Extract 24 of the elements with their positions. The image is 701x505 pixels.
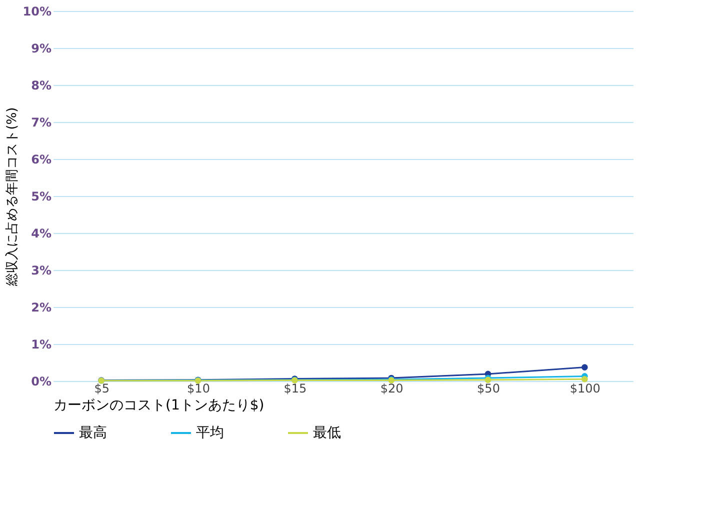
x-tick-label: $10: [187, 382, 210, 396]
y-tick-label: 1%: [31, 338, 52, 352]
y-tick-label: 0%: [31, 374, 52, 388]
x-tick-label: $50: [477, 382, 500, 396]
y-axis-title: 総収入に占める年間コスト(%): [4, 107, 20, 287]
y-tick-label: 5%: [31, 190, 52, 204]
y-tick-label: 9%: [31, 42, 52, 56]
x-axis-title: カーボンのコスト(1トンあたり$): [54, 398, 264, 414]
legend-label: 最高: [79, 425, 107, 441]
x-tick-label: $15: [284, 382, 307, 396]
x-tick-label: $20: [380, 382, 404, 396]
y-tick-label: 10%: [22, 4, 52, 18]
x-tick-label: $5: [94, 382, 110, 396]
y-tick-label: 2%: [31, 300, 52, 314]
y-tick-label: 3%: [31, 264, 52, 278]
y-tick-label: 7%: [31, 116, 52, 130]
y-tick-label: 6%: [31, 152, 52, 166]
legend-label: 平均: [196, 425, 224, 441]
x-tick-label: $100: [570, 382, 600, 396]
legend-label: 最低: [313, 425, 341, 441]
point: [582, 376, 588, 382]
y-tick-label: 4%: [31, 226, 52, 240]
point: [582, 364, 588, 370]
y-tick-label: 8%: [31, 78, 52, 92]
